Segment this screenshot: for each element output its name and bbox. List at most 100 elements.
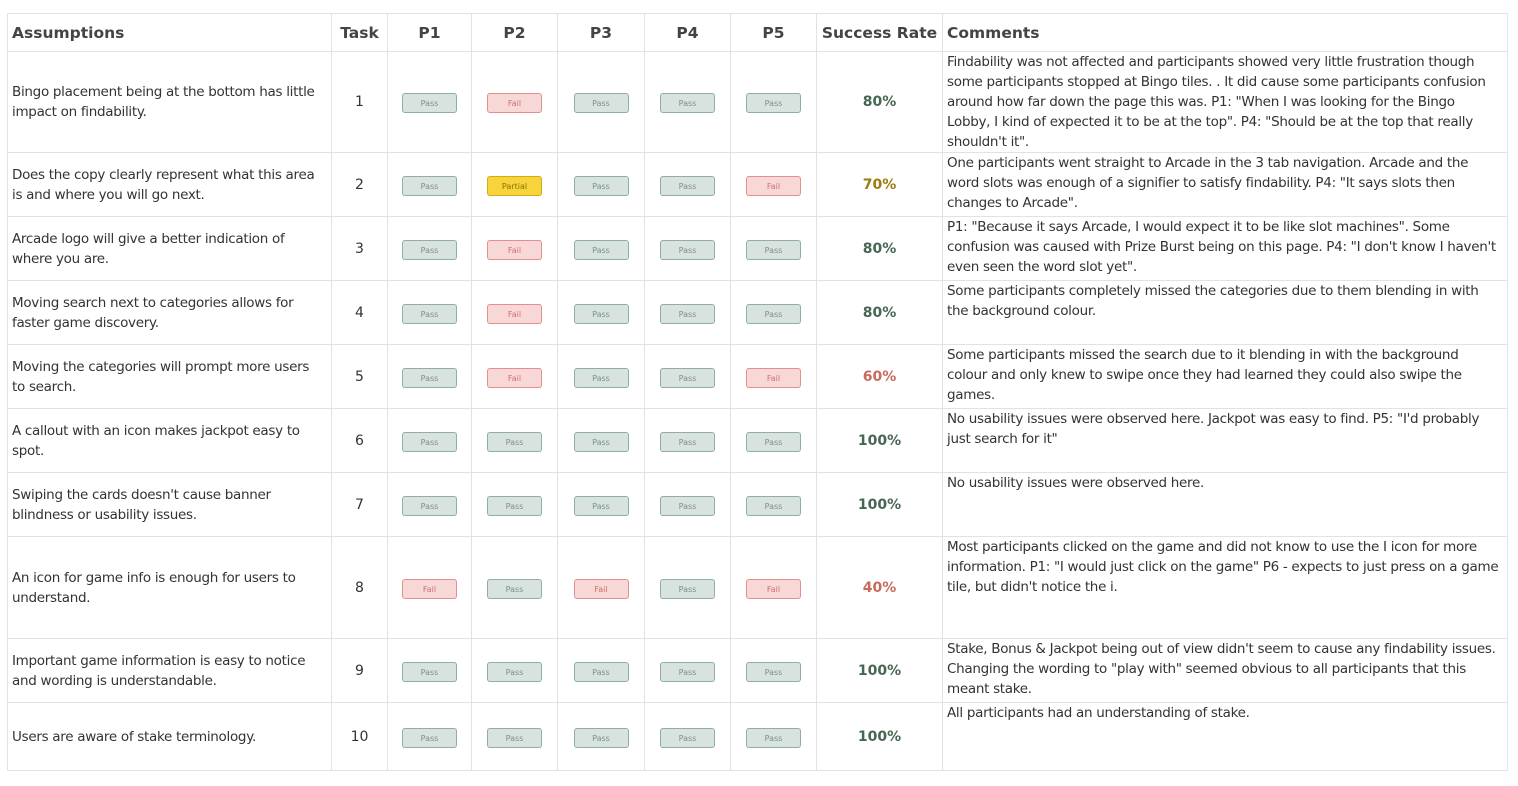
assumption-cell: A callout with an icon makes jackpot eas… — [7, 408, 332, 473]
status-badge-pass: Pass — [660, 431, 715, 452]
comment-cell: Findability was not affected and partici… — [942, 51, 1508, 153]
table-row: Moving the categories will prompt more u… — [7, 344, 1508, 409]
status-badge-fail: Fail — [487, 303, 542, 324]
success-rate-cell: 80% — [816, 216, 943, 281]
header-assumptions: Assumptions — [7, 13, 332, 52]
task-number-cell: 5 — [331, 344, 388, 409]
task-number-cell: 9 — [331, 638, 388, 703]
table-row: An icon for game info is enough for user… — [7, 536, 1508, 639]
success-rate-cell: 80% — [816, 51, 943, 153]
participant-5-cell: Pass — [730, 216, 817, 281]
status-badge-pass: Pass — [573, 431, 629, 452]
participant-5-cell: Fail — [730, 152, 817, 217]
participant-1-cell: Pass — [387, 702, 472, 771]
header-task: Task — [331, 13, 388, 52]
participant-4-cell: Pass — [644, 536, 731, 639]
assumption-cell: Moving search next to categories allows … — [7, 280, 332, 345]
participant-5-cell: Pass — [730, 51, 817, 153]
task-number-cell: 2 — [331, 152, 388, 217]
status-badge-pass: Pass — [660, 367, 715, 388]
status-badge-pass: Pass — [660, 578, 715, 599]
status-badge-pass: Pass — [487, 727, 542, 748]
assumption-cell: Swiping the cards doesn't cause banner b… — [7, 472, 332, 537]
status-badge-pass: Pass — [573, 175, 629, 196]
participant-2-cell: Pass — [471, 702, 558, 771]
status-badge-pass: Pass — [487, 578, 542, 599]
status-badge-pass: Pass — [487, 661, 542, 682]
table-row: Bingo placement being at the bottom has … — [7, 51, 1508, 153]
participant-1-cell: Pass — [387, 51, 472, 153]
participant-2-cell: Fail — [471, 344, 558, 409]
status-badge-pass: Pass — [573, 93, 629, 113]
status-badge-pass: Pass — [487, 431, 542, 452]
table-row: Swiping the cards doesn't cause banner b… — [7, 472, 1508, 537]
participant-5-cell: Pass — [730, 408, 817, 473]
assumption-cell: Does the copy clearly represent what thi… — [7, 152, 332, 217]
participant-4-cell: Pass — [644, 472, 731, 537]
table-row: Important game information is easy to no… — [7, 638, 1508, 703]
status-badge-pass: Pass — [660, 727, 715, 748]
participant-2-cell: Partial — [471, 152, 558, 217]
usability-results-table-container: Assumptions Task P1 P2 P3 P4 P5 Success … — [7, 13, 1508, 771]
status-badge-pass: Pass — [573, 727, 629, 748]
participant-1-cell: Pass — [387, 152, 472, 217]
comment-cell: P1: "Because it says Arcade, I would exp… — [942, 216, 1508, 281]
participant-4-cell: Pass — [644, 216, 731, 281]
table-body: Bingo placement being at the bottom has … — [7, 51, 1508, 771]
assumption-cell: Moving the categories will prompt more u… — [7, 344, 332, 409]
participant-5-cell: Pass — [730, 472, 817, 537]
participant-3-cell: Pass — [557, 702, 645, 771]
participant-3-cell: Pass — [557, 472, 645, 537]
status-badge-pass: Pass — [660, 175, 715, 196]
assumption-cell: Users are aware of stake terminology. — [7, 702, 332, 771]
comment-cell: Some participants completely missed the … — [942, 280, 1508, 345]
participant-5-cell: Pass — [730, 702, 817, 771]
status-badge-pass: Pass — [660, 661, 715, 682]
participant-4-cell: Pass — [644, 408, 731, 473]
participant-2-cell: Pass — [471, 472, 558, 537]
participant-5-cell: Fail — [730, 536, 817, 639]
status-badge-pass: Pass — [573, 661, 629, 682]
header-p5: P5 — [730, 13, 817, 52]
success-rate-cell: 100% — [816, 638, 943, 703]
status-badge-pass: Pass — [746, 495, 801, 516]
usability-results-table: Assumptions Task P1 P2 P3 P4 P5 Success … — [7, 13, 1508, 771]
table-row: Arcade logo will give a better indicatio… — [7, 216, 1508, 281]
header-success-rate: Success Rate — [816, 13, 943, 52]
participant-3-cell: Pass — [557, 408, 645, 473]
participant-1-cell: Fail — [387, 536, 472, 639]
status-badge-pass: Pass — [746, 93, 801, 113]
status-badge-pass: Pass — [402, 367, 457, 388]
participant-3-cell: Pass — [557, 344, 645, 409]
status-badge-pass: Pass — [402, 431, 457, 452]
task-number-cell: 10 — [331, 702, 388, 771]
success-rate-cell: 60% — [816, 344, 943, 409]
status-badge-pass: Pass — [573, 367, 629, 388]
status-badge-pass: Pass — [746, 661, 801, 682]
status-badge-pass: Pass — [573, 495, 629, 516]
participant-1-cell: Pass — [387, 408, 472, 473]
participant-2-cell: Fail — [471, 280, 558, 345]
participant-3-cell: Pass — [557, 280, 645, 345]
task-number-cell: 7 — [331, 472, 388, 537]
participant-4-cell: Pass — [644, 152, 731, 217]
status-badge-pass: Pass — [402, 303, 457, 324]
status-badge-pass: Pass — [660, 239, 715, 260]
status-badge-partial: Partial — [487, 175, 542, 196]
comment-cell: All participants had an understanding of… — [942, 702, 1508, 771]
participant-5-cell: Pass — [730, 638, 817, 703]
assumption-cell: Important game information is easy to no… — [7, 638, 332, 703]
status-badge-pass: Pass — [746, 431, 801, 452]
status-badge-pass: Pass — [660, 93, 715, 113]
header-p2: P2 — [471, 13, 558, 52]
status-badge-pass: Pass — [402, 93, 457, 113]
comment-cell: Most participants clicked on the game an… — [942, 536, 1508, 639]
task-number-cell: 1 — [331, 51, 388, 153]
header-p1: P1 — [387, 13, 472, 52]
task-number-cell: 6 — [331, 408, 388, 473]
success-rate-cell: 40% — [816, 536, 943, 639]
participant-1-cell: Pass — [387, 280, 472, 345]
status-badge-pass: Pass — [746, 727, 801, 748]
table-row: Does the copy clearly represent what thi… — [7, 152, 1508, 217]
status-badge-pass: Pass — [402, 239, 457, 260]
